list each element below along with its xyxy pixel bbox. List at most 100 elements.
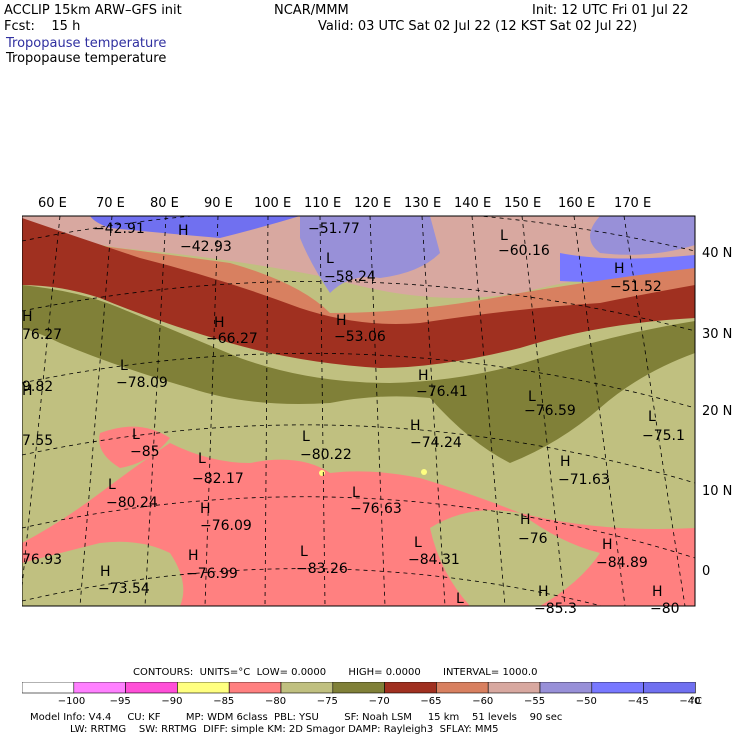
colorbar-tick-label: −60 — [472, 696, 493, 707]
colorbar-boxes — [22, 682, 696, 694]
colorbar-box — [177, 682, 230, 694]
value-label: −76.59 — [524, 403, 576, 419]
colorbar-box — [73, 682, 126, 694]
high-marker: H — [200, 501, 211, 517]
value-label: −80.24 — [106, 495, 158, 511]
value-label: −73.54 — [98, 581, 150, 597]
footer-physics-info: LW: RRTMG SW: RRTMG DIFF: simple KM: 2D … — [70, 724, 499, 735]
high-marker: H — [22, 309, 33, 325]
low-marker: L — [352, 485, 360, 501]
map-frame — [22, 215, 696, 607]
lat-label: 40 N — [702, 246, 732, 261]
high-marker: H — [214, 315, 225, 331]
value-label: −84.31 — [408, 552, 460, 568]
colorbar-box — [487, 682, 541, 694]
lat-label: 0 — [702, 564, 710, 579]
value-label: −76.41 — [416, 384, 468, 400]
colorbar-tick-label: −45 — [628, 696, 649, 707]
colorbar-unit: °C — [690, 696, 702, 707]
colorbar-box — [436, 682, 489, 694]
low-marker: L — [132, 427, 140, 443]
value-label: −66.27 — [206, 331, 258, 347]
value-label: −80 — [650, 601, 680, 617]
lon-label: 90 E — [204, 196, 233, 211]
colorbar-box — [643, 682, 696, 694]
colorbar-box — [384, 682, 437, 694]
value-label: −51.52 — [610, 279, 662, 295]
value-label: −74.24 — [410, 435, 462, 451]
lon-label: 150 E — [504, 196, 541, 211]
value-label: 76.27 — [22, 327, 62, 343]
lon-label: 110 E — [304, 196, 341, 211]
low-marker: L — [456, 591, 464, 607]
colorbar-box — [332, 682, 385, 694]
high-marker: H — [418, 368, 429, 384]
value-label: −84.89 — [596, 555, 648, 571]
center-name: NCAR/MMM — [274, 3, 349, 18]
value-label: −42.91 — [93, 221, 145, 237]
high-marker: H — [520, 512, 531, 528]
lon-label: 120 E — [354, 196, 391, 211]
colorbar-tick-label: −90 — [161, 696, 182, 707]
value-label: −83.26 — [296, 561, 348, 577]
value-label: −76.09 — [200, 518, 252, 534]
units-label: UNITS=°C — [199, 667, 251, 678]
high-marker: H — [410, 418, 421, 434]
value-labels: −42.91 −42.93 −51.77 −60.16 −51.52 −58.2… — [22, 221, 685, 617]
contour-info: CONTOURS: UNITS=°C LOW= 0.0000 HIGH= 0.0… — [133, 667, 537, 679]
lat-label: 30 N — [702, 327, 732, 342]
colorbar-tick-label: −50 — [576, 696, 597, 707]
lon-label: 160 E — [558, 196, 595, 211]
forecast-hour: Fcst: 15 h — [4, 19, 81, 34]
longitude-labels: 60 E 70 E 80 E 90 E 100 E 110 E 120 E 13… — [38, 196, 651, 211]
value-label: −71.63 — [558, 472, 610, 488]
high-marker: H — [336, 313, 347, 329]
lon-label: 170 E — [614, 196, 651, 211]
lon-label: 60 E — [38, 196, 67, 211]
high-marker: H — [22, 383, 33, 399]
colorbar-tick-label: −80 — [265, 696, 286, 707]
low-value: 0.0000 — [291, 667, 327, 678]
contours-label: CONTOURS: — [133, 667, 194, 678]
value-label: −51.77 — [308, 221, 360, 237]
value-label: −60.16 — [498, 243, 550, 259]
value-label: −85.3 — [534, 601, 577, 617]
low-marker: L — [198, 451, 206, 467]
high-marker: H — [652, 584, 663, 600]
value-label: −58.24 — [324, 269, 376, 285]
model-title: ACCLIP 15km ARW–GFS init — [4, 3, 182, 18]
lon-label: 130 E — [404, 196, 441, 211]
lon-label: 100 E — [254, 196, 291, 211]
valid-time: Valid: 03 UTC Sat 02 Jul 22 (12 KST Sat … — [318, 19, 638, 34]
high-marker: H — [614, 261, 625, 277]
low-marker: L — [300, 544, 308, 560]
low-label: LOW= — [256, 667, 288, 678]
colorbar-box — [591, 682, 644, 694]
colorbar: −100 −95 −90 −85 −80 −75 −70 −65 −60 −55 −50 −45 −40… — [22, 682, 702, 707]
colorbar-tick-label: −70 — [369, 696, 390, 707]
high-marker: H — [100, 564, 111, 580]
low-marker: L — [326, 251, 334, 267]
tropopause-temperature-map: 60 E 70 E 80 E 90 E 100 E 110 E 120 E 13… — [22, 196, 732, 617]
low-marker: L — [500, 228, 508, 244]
colorbar-tick-label: −65 — [420, 696, 441, 707]
colorbar-tick-label: −40 — [679, 696, 700, 707]
graticule — [22, 216, 695, 606]
low-marker: L — [414, 535, 422, 551]
lat-label: 10 N — [702, 484, 732, 499]
value-label: −75.1 — [642, 428, 685, 444]
lon-label: 70 E — [96, 196, 125, 211]
field-title: Tropopause temperature — [6, 51, 167, 66]
value-label: −82.17 — [192, 471, 244, 487]
pressure-markers: H H H H H H H H H H H H H H H H L L L L … — [22, 223, 663, 607]
value-label: 76.93 — [22, 552, 62, 568]
low-marker: L — [120, 358, 128, 374]
lat-label: 20 N — [702, 404, 732, 419]
value-label: −42.93 — [180, 239, 232, 255]
value-label: 9.82 — [22, 379, 53, 395]
colorbar-box — [280, 682, 334, 694]
lon-label: 140 E — [454, 196, 491, 211]
high-marker: H — [188, 548, 199, 564]
high-marker: H — [560, 454, 571, 470]
colorbar-tick-label: −85 — [213, 696, 234, 707]
